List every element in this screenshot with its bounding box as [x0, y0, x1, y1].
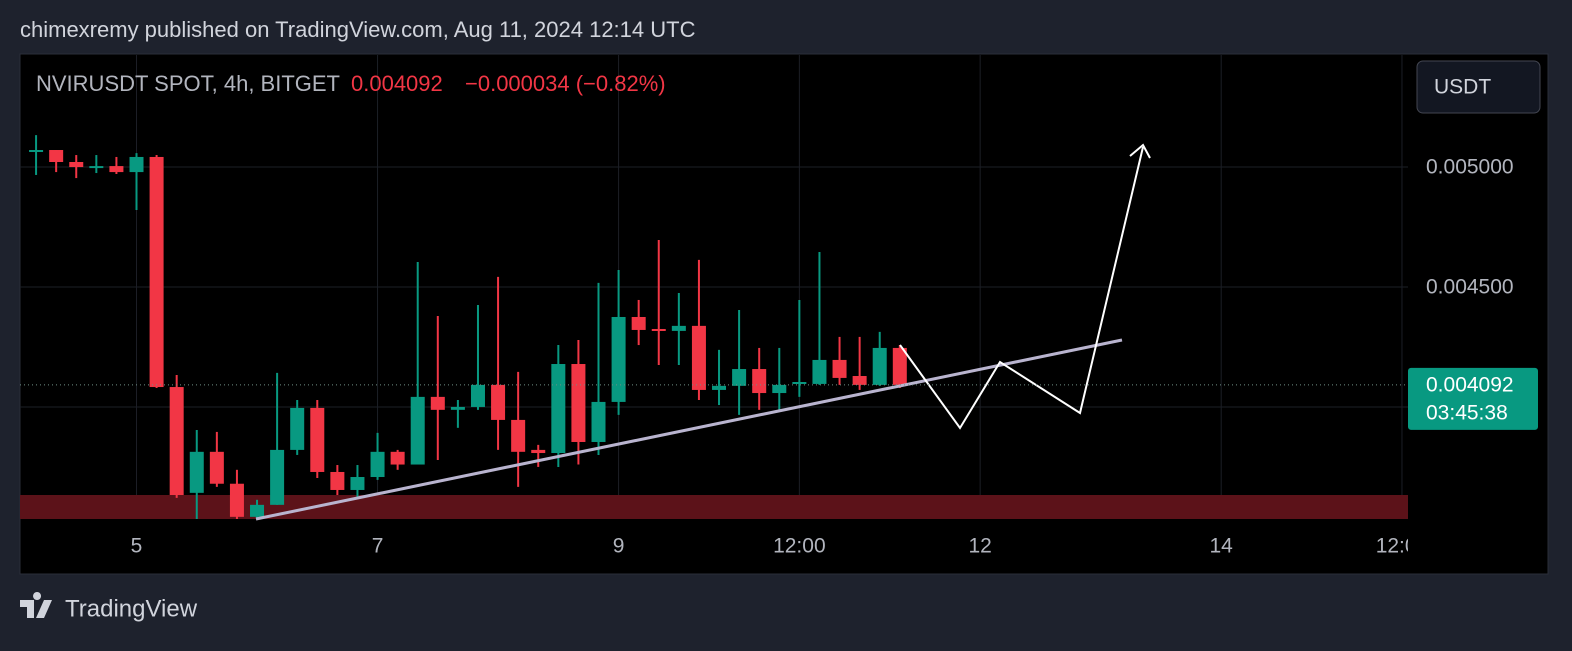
- body: [832, 359, 847, 378]
- last-price: 0.004092: [351, 71, 443, 96]
- currency-button[interactable]: [1416, 60, 1541, 114]
- body: [410, 396, 425, 465]
- body: [551, 364, 566, 454]
- body: [691, 325, 706, 390]
- logo: TradingView: [20, 592, 198, 622]
- body: [812, 359, 827, 384]
- body: [270, 449, 285, 505]
- x-tick-label: 12:00: [773, 535, 826, 558]
- x-axis: 5 7 9 12:00 12 14 12:00: [131, 535, 1429, 558]
- body: [109, 166, 124, 173]
- body: [671, 325, 686, 331]
- body: [149, 156, 164, 388]
- body: [209, 451, 224, 484]
- symbol: NVIRUSDT SPOT, 4h, BITGET: [36, 71, 340, 96]
- currency[interactable]: USDT: [1434, 76, 1491, 99]
- price-change: −0.000034 (−0.82%): [465, 71, 666, 96]
- support-zone: [20, 495, 1408, 519]
- body: [229, 483, 244, 517]
- candles: [29, 135, 907, 519]
- body: [450, 406, 465, 410]
- body: [631, 316, 646, 330]
- body: [531, 449, 546, 454]
- x-tick-label: 14: [1210, 535, 1234, 558]
- x-tick-label: 9: [613, 535, 625, 558]
- body: [511, 419, 526, 452]
- price-tag-value: 0.004092: [1426, 373, 1514, 396]
- body: [611, 316, 626, 402]
- body: [310, 407, 325, 472]
- body: [872, 347, 887, 385]
- x-tick-label: 5: [131, 535, 143, 558]
- body: [752, 369, 767, 394]
- countdown: 03:45:38: [1426, 401, 1508, 424]
- body: [189, 451, 204, 493]
- body: [430, 396, 445, 410]
- projection: [899, 146, 1144, 430]
- body: [129, 156, 144, 173]
- body: [49, 150, 64, 163]
- body: [69, 162, 84, 168]
- x-tick-label: 12: [968, 535, 991, 558]
- x-tick-label: 7: [372, 535, 384, 558]
- body: [350, 477, 365, 490]
- price-tag-box: [1408, 367, 1538, 430]
- body: [892, 347, 907, 385]
- body: [591, 401, 606, 442]
- y-tick-label: 0.004500: [1426, 276, 1514, 299]
- logo-icon: [20, 592, 52, 618]
- projection-arrow: [1129, 143, 1151, 159]
- x-tick-label: 12:00: [1376, 535, 1429, 558]
- body: [169, 387, 184, 496]
- body: [330, 471, 345, 490]
- body: [29, 150, 44, 153]
- body: [250, 504, 265, 517]
- body: [792, 382, 807, 385]
- body: [491, 384, 506, 420]
- body: [370, 451, 385, 478]
- body: [712, 385, 727, 390]
- body: [89, 166, 104, 169]
- price-tag: 0.004092 03:45:38: [1408, 367, 1538, 430]
- body: [290, 407, 305, 450]
- header: chimexremy published on TradingView.com,…: [20, 17, 696, 42]
- body: [772, 384, 787, 394]
- body: [852, 376, 867, 385]
- y-tick-label: 0.005000: [1426, 156, 1514, 179]
- body: [470, 384, 485, 407]
- body: [732, 369, 747, 386]
- body: [651, 328, 666, 331]
- body: [390, 451, 405, 465]
- trend-line: [255, 338, 1123, 521]
- body: [571, 364, 586, 442]
- brand: TradingView: [65, 595, 198, 622]
